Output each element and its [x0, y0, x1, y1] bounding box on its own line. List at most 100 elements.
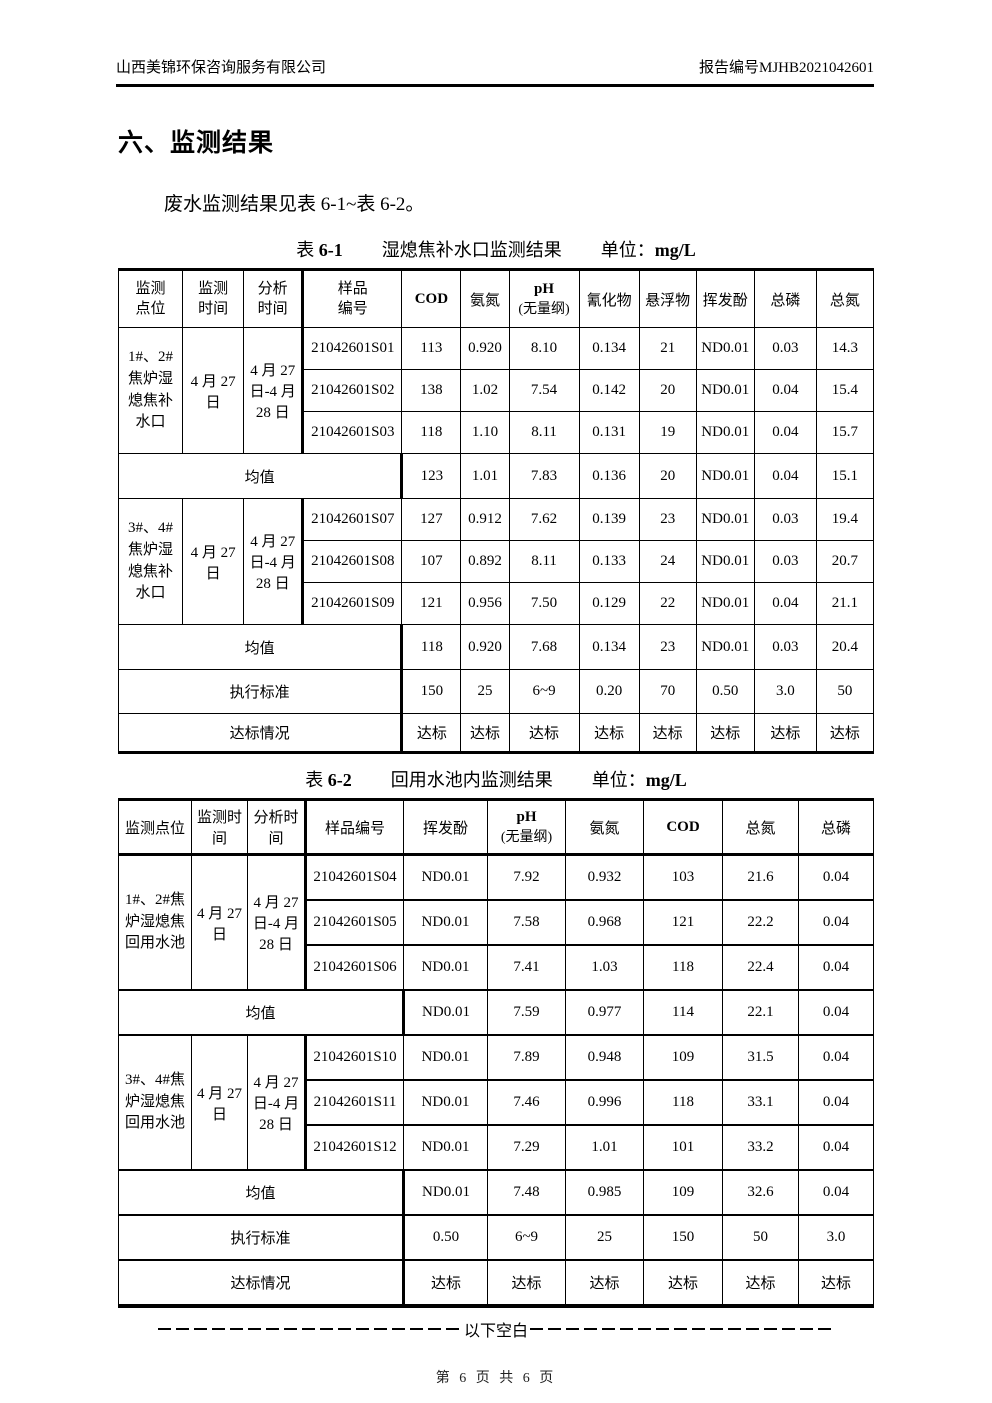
col-header-analysis-time: 分析时间 — [247, 798, 307, 856]
value-cell: 22 — [638, 582, 697, 625]
value-cell: 19 — [638, 411, 697, 454]
value-cell: 101 — [643, 1124, 723, 1171]
col-header-label: 监测点位 — [135, 280, 166, 317]
standard-row: 执行标准 150 25 6~9 0.20 70 0.50 3.0 50 — [117, 669, 875, 714]
mean-value-cell: 0.04 — [798, 989, 874, 1036]
value-cell: 8.10 — [508, 327, 580, 370]
compliance-value-cell: 达标 — [638, 713, 697, 753]
caption-number: 6-1 — [318, 240, 343, 260]
compliance-value-cell: 达标 — [565, 1259, 644, 1307]
col-header-site: 监测点位 — [117, 269, 184, 328]
standard-value-cell: 0.50 — [403, 1214, 488, 1261]
company-name: 山西美锦环保咨询服务有限公司 — [116, 60, 327, 76]
mean-value-cell: ND0.01 — [403, 989, 488, 1036]
standard-value-cell: 70 — [638, 669, 697, 714]
site-cell: 3#、4#焦炉湿熄焦回用水池 — [118, 1034, 192, 1171]
col-header-nh3n: 氨氮 — [565, 798, 644, 856]
mean-value-cell: 118 — [401, 624, 462, 670]
value-cell: 0.139 — [578, 498, 640, 541]
value-cell: 19.4 — [815, 498, 875, 541]
mean-value-cell: 7.48 — [487, 1169, 566, 1216]
standard-row: 执行标准 0.50 6~9 25 150 50 3.0 — [118, 1214, 874, 1261]
value-cell: ND0.01 — [695, 540, 755, 583]
intro-paragraph: 废水监测结果见表 6-1~表 6-2。 — [164, 194, 425, 215]
value-cell: 7.89 — [487, 1034, 566, 1081]
value-cell: 22.2 — [722, 899, 799, 946]
table1-caption: 表 6-1 湿熄焦补水口监测结果 单位：mg/L — [118, 236, 874, 262]
col-header-cod: COD — [643, 798, 723, 856]
value-cell: 0.956 — [460, 582, 510, 625]
mean-value-cell: 23 — [638, 624, 697, 670]
value-cell: 7.58 — [487, 899, 566, 946]
value-cell: 0.932 — [565, 853, 644, 901]
value-cell: ND0.01 — [403, 1034, 488, 1081]
table-row: 3#、4#焦炉湿熄焦回用水池 4 月 27 日 4 月 27 日-4 月 28 … — [118, 1034, 874, 1171]
mean-value-cell: 7.68 — [508, 624, 580, 670]
value-cell: ND0.01 — [695, 498, 755, 541]
analysis-time-cell: 4 月 27 日-4 月 28 日 — [243, 327, 305, 454]
value-cell: ND0.01 — [403, 944, 488, 991]
sample-id-cell: 21042601S05 — [305, 899, 404, 946]
value-cell: 31.5 — [722, 1034, 799, 1081]
col-header-label: COD — [666, 818, 700, 835]
standard-label-cell: 执行标准 — [118, 1214, 405, 1261]
table-row: 1#、2#焦炉湿熄焦补水口 4 月 27 日 4 月 27 日-4 月 28 日… — [117, 327, 875, 454]
value-cell: 103 — [643, 853, 723, 901]
value-cell: 7.29 — [487, 1124, 566, 1171]
value-cell: 8.11 — [508, 540, 580, 583]
sample-id-cell: 21042601S06 — [305, 944, 404, 991]
value-cell: ND0.01 — [403, 853, 488, 901]
table-row: 21042601S12 ND0.01 7.29 1.01 101 33.2 0.… — [119, 1124, 874, 1171]
table-row: 21042601S03 118 1.10 8.11 0.131 19 ND0.0… — [119, 411, 875, 454]
value-cell: 0.142 — [578, 369, 640, 412]
mean-value-cell: 114 — [643, 989, 723, 1036]
monitoring-table-1: 监测点位 监测时间 分析时间 样品编号 COD 氨氮 pH (无量纲) 氰化物 … — [117, 268, 875, 754]
value-cell: 0.04 — [753, 582, 817, 625]
mean-label-cell: 均值 — [118, 1169, 405, 1216]
mean-row: 均值 123 1.01 7.83 0.136 20 ND0.01 0.04 15… — [117, 453, 875, 499]
compliance-label-cell: 达标情况 — [117, 713, 404, 753]
value-cell: 121 — [643, 899, 723, 946]
value-cell: ND0.01 — [695, 327, 755, 370]
value-cell: 1.03 — [565, 944, 644, 991]
standard-value-cell: 50 — [815, 669, 875, 714]
table-row: 3#、4#焦炉湿熄焦补水口 4 月 27 日 4 月 27 日-4 月 28 日… — [117, 498, 875, 625]
value-cell: 24 — [638, 540, 697, 583]
mean-value-cell: 0.134 — [578, 624, 640, 670]
unit-label: 单位： — [600, 240, 655, 260]
value-cell: 1.01 — [565, 1124, 644, 1171]
value-cell: ND0.01 — [695, 411, 755, 454]
value-cell: 127 — [401, 498, 462, 541]
analysis-time-cell: 4 月 27 日-4 月 28 日 — [247, 1034, 307, 1171]
value-cell: 0.912 — [460, 498, 510, 541]
value-cell: 0.03 — [753, 498, 817, 541]
value-cell: 0.03 — [753, 327, 817, 370]
standard-value-cell: 150 — [643, 1214, 723, 1261]
compliance-value-cell: 达标 — [753, 713, 817, 753]
col-header-tn: 总氮 — [722, 798, 799, 856]
compliance-value-cell: 达标 — [798, 1259, 874, 1307]
ph-label: pH — [516, 808, 537, 825]
table2-header-row: 监测点位 监测时间 分析时间 样品编号 挥发酚 pH (无量纲) 氨氮 COD … — [118, 798, 874, 856]
value-cell: 0.04 — [798, 1034, 874, 1081]
col-header-label: 监测时间 — [198, 280, 229, 317]
standard-value-cell: 150 — [401, 669, 462, 714]
value-cell: 20 — [638, 369, 697, 412]
doc-header: 山西美锦环保咨询服务有限公司 报告编号MJHB2021042601 — [0, 0, 992, 82]
unit-value: mg/L — [645, 770, 687, 790]
standard-value-cell: 0.50 — [695, 669, 755, 714]
sample-id-cell: 21042601S04 — [305, 853, 404, 901]
caption-title: 湿熄焦补水口监测结果 — [381, 240, 562, 260]
value-cell: 118 — [643, 1079, 723, 1126]
mean-value-cell: 0.04 — [798, 1169, 874, 1216]
value-cell: 0.133 — [578, 540, 640, 583]
col-header-phenol: 挥发酚 — [403, 798, 488, 856]
mean-value-cell: 22.1 — [722, 989, 799, 1036]
sample-id-cell: 21042601S07 — [302, 498, 403, 541]
standard-value-cell: 25 — [460, 669, 510, 714]
table-row: 21042601S05 ND0.01 7.58 0.968 121 22.2 0… — [119, 899, 874, 946]
value-cell: 109 — [643, 1034, 723, 1081]
compliance-value-cell: 达标 — [487, 1259, 566, 1307]
mean-value-cell: 20 — [638, 453, 697, 499]
value-cell: 14.3 — [815, 327, 875, 370]
